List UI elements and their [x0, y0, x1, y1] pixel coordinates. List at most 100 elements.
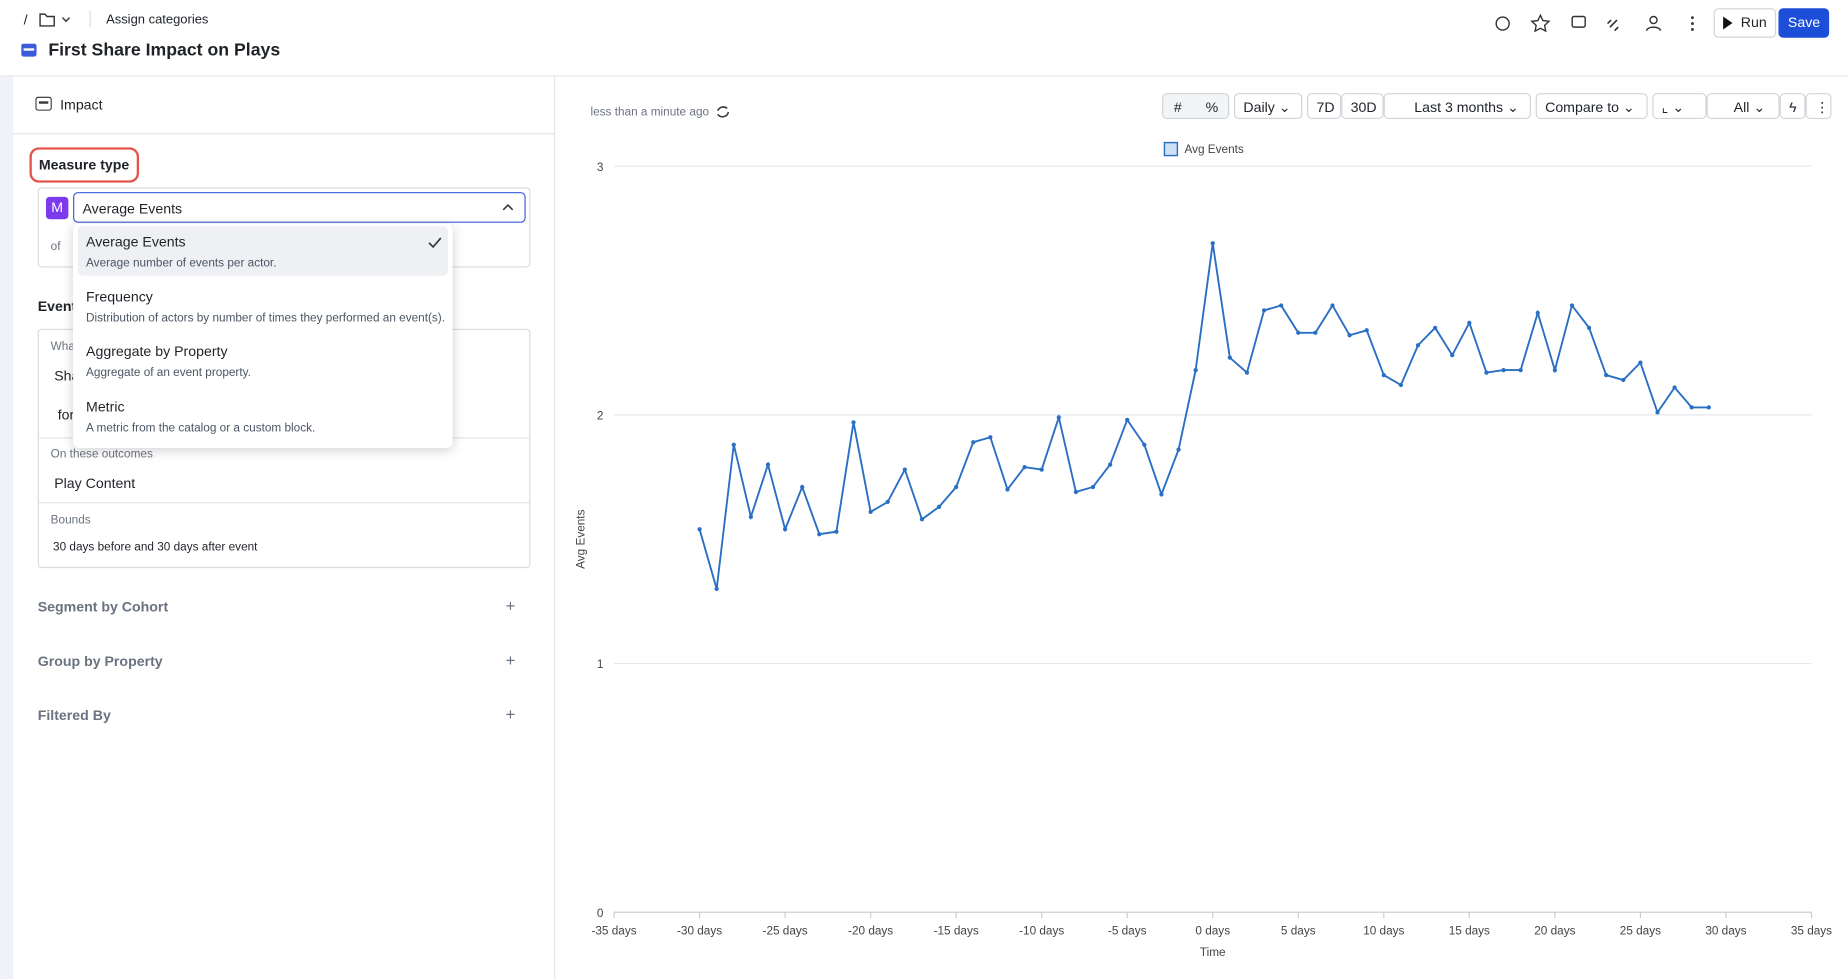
- data-point: [1569, 303, 1575, 308]
- outcomes-label: On these outcomes: [50, 447, 153, 461]
- measure-select[interactable]: Average Events: [73, 192, 526, 223]
- y-axis-label: Avg Events: [575, 509, 588, 568]
- data-point: [1125, 417, 1130, 422]
- x-tick-label: -15 days: [934, 925, 979, 938]
- data-point: [936, 504, 942, 509]
- dropdown-option[interactable]: Average Events Average number of events p…: [77, 226, 448, 276]
- data-point: [1313, 330, 1318, 335]
- compare-select[interactable]: Compare to ⌄: [1535, 93, 1648, 120]
- add-button[interactable]: +: [505, 596, 516, 616]
- number-toggle[interactable]: #%: [1162, 93, 1230, 120]
- data-point: [1364, 328, 1369, 333]
- x-tick-label: 0 days: [1195, 925, 1230, 938]
- measure-value: Average Events: [82, 200, 183, 217]
- interval-select[interactable]: Daily ⌄: [1233, 93, 1303, 120]
- y-tick-label: 2: [597, 410, 604, 423]
- of-label: of: [50, 240, 61, 254]
- x-tick-label: 35 days: [1791, 925, 1832, 938]
- header-icons[interactable]: [1491, 12, 1703, 36]
- data-point: [1706, 405, 1711, 410]
- data-point: [1518, 367, 1523, 373]
- data-point: [1244, 370, 1250, 375]
- dropdown-option[interactable]: Aggregate by Property Aggregate of an eve…: [78, 336, 448, 385]
- data-point: [800, 484, 805, 490]
- data-point: [1433, 325, 1438, 330]
- add-button[interactable]: +: [505, 704, 516, 724]
- group-section[interactable]: Group by Property: [37, 652, 163, 670]
- segment-section[interactable]: Segment by Cohort: [37, 598, 169, 616]
- data-point: [1073, 489, 1079, 495]
- x-tick-label: 25 days: [1620, 925, 1661, 938]
- x-tick-label: -20 days: [848, 925, 893, 938]
- data-point: [1227, 355, 1232, 360]
- measure-dropdown: Average Events Average number of events p…: [73, 223, 453, 448]
- bounds-label: Bounds: [50, 513, 91, 527]
- data-point: [782, 527, 788, 532]
- data-point: [1107, 462, 1113, 467]
- data-point: [1415, 343, 1421, 348]
- refresh-icon[interactable]: [714, 104, 731, 120]
- view: All: [1733, 98, 1750, 116]
- option-description: Average number of events per actor.: [86, 256, 277, 270]
- chart: 0 1 2 3 -35 days -30 days -25 days -20 days -15 …: [575, 141, 1832, 959]
- data-point: [1056, 415, 1061, 420]
- play-icon: [1723, 16, 1733, 30]
- range: Last 3 months: [1414, 98, 1504, 116]
- data-point: [765, 462, 771, 467]
- more-button[interactable]: ⋮: [1805, 93, 1832, 120]
- data-point: [1330, 303, 1335, 308]
- dropdown-option[interactable]: Metric A metric from the catalog or a cus…: [78, 391, 448, 440]
- data-point: [1005, 487, 1010, 492]
- x-tick-label: -5 days: [1108, 925, 1147, 938]
- data-point: [697, 527, 702, 532]
- data-point: [1261, 308, 1267, 313]
- y-tick-label: 1: [597, 658, 604, 671]
- range-30d[interactable]: 30D: [1341, 93, 1384, 120]
- data-point: [851, 420, 856, 425]
- x-axis-label: Time: [1200, 946, 1226, 959]
- data-point: [1586, 325, 1592, 330]
- option-description: Aggregate of an event property.: [86, 366, 251, 380]
- data-point: [1398, 382, 1404, 388]
- data-point: [1022, 464, 1027, 470]
- save-button[interactable]: Save: [1778, 8, 1830, 38]
- view-select[interactable]: All ⌄: [1706, 93, 1780, 120]
- option-title: Frequency: [86, 288, 153, 305]
- range-7d[interactable]: 7D: [1307, 93, 1342, 120]
- data-point: [988, 435, 993, 440]
- y-tick-label: 3: [597, 161, 604, 174]
- breadcrumb[interactable]: Assign categories: [106, 12, 209, 28]
- x-tick-label: 10 days: [1363, 925, 1404, 938]
- x-tick-label: 5 days: [1281, 925, 1316, 938]
- x-tick-label: -30 days: [677, 925, 722, 938]
- data-point: [1501, 367, 1506, 373]
- data-point: [1142, 442, 1147, 447]
- folder-icon[interactable]: [39, 12, 77, 28]
- option-title: Average Events: [86, 233, 186, 250]
- x-tick-label: -10 days: [1019, 925, 1064, 938]
- data-point: [1296, 330, 1301, 335]
- filter-section[interactable]: Filtered By: [37, 707, 111, 724]
- run-button[interactable]: Run: [1713, 8, 1777, 38]
- insight-button[interactable]: ϟ: [1779, 93, 1806, 120]
- chart-type-select[interactable]: ⌞ ⌄: [1652, 93, 1707, 120]
- section-border: [12, 133, 554, 135]
- x-tick-label: 15 days: [1449, 925, 1490, 938]
- range-select[interactable]: Last 3 months ⌄: [1383, 93, 1531, 120]
- data-point: [1689, 405, 1694, 410]
- data-point: [1655, 410, 1660, 415]
- interval: Daily: [1243, 98, 1275, 116]
- data-point: [1381, 372, 1386, 378]
- add-button[interactable]: +: [505, 650, 516, 670]
- dropdown-option[interactable]: Frequency Distribution of actors by numbe…: [78, 281, 448, 330]
- data-point: [1210, 241, 1215, 246]
- what-label: Wha: [50, 340, 75, 354]
- data-line: [698, 243, 1709, 590]
- updated-time: less than a minute ago: [590, 106, 710, 120]
- chevron-up: [502, 203, 514, 211]
- x-tick-label: 30 days: [1705, 925, 1746, 938]
- data-point: [1638, 360, 1643, 365]
- data-point: [885, 499, 890, 505]
